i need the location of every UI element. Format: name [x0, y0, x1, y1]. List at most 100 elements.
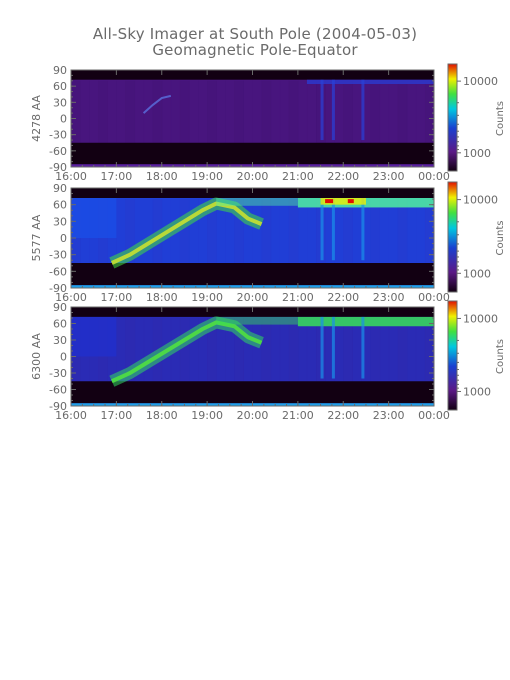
- heatmap-texture: [234, 318, 244, 382]
- heatmap-texture: [361, 318, 371, 382]
- heatmap-texture: [270, 318, 281, 382]
- heatmap-texture: [207, 318, 217, 382]
- x-tick-label: 17:00: [101, 170, 133, 183]
- heatmap-texture: [424, 199, 435, 263]
- heatmap-texture: [352, 318, 362, 382]
- heatmap-texture: [225, 199, 235, 263]
- heatmap-texture: [334, 199, 344, 263]
- heatmap-texture: [270, 80, 281, 143]
- heatmap-texture: [198, 80, 208, 143]
- x-tick-label: 18:00: [146, 409, 178, 422]
- heatmap-texture: [188, 80, 199, 143]
- upper-band: [306, 79, 434, 85]
- heatmap-texture: [388, 318, 399, 382]
- heatmap-texture: [116, 318, 126, 382]
- heatmap-texture: [279, 80, 290, 143]
- x-tick-label: 16:00: [55, 291, 87, 304]
- y-tick-label: -90: [49, 282, 67, 295]
- bright-patch: [320, 198, 366, 205]
- heatmap-texture: [134, 80, 145, 143]
- title-line-2: Geomagnetic Pole-Equator: [152, 41, 358, 59]
- spike-3: [361, 198, 365, 261]
- heatmap-texture: [98, 80, 108, 143]
- y-tick-label: -30: [49, 129, 67, 142]
- x-tick-label: 20:00: [237, 170, 269, 183]
- heatmap-texture: [243, 80, 253, 143]
- y-axis-label: 4278 AA: [30, 95, 43, 142]
- heatmap-texture: [198, 199, 208, 263]
- red-patch: [347, 199, 354, 204]
- heatmap-texture: [397, 199, 408, 263]
- colorbar-tick-label: 1000: [463, 147, 491, 160]
- heatmap-texture: [179, 318, 190, 382]
- x-tick-label: 19:00: [191, 291, 223, 304]
- heatmap-texture: [152, 80, 163, 143]
- heatmap-texture: [143, 318, 154, 382]
- heatmap-texture: [207, 199, 217, 263]
- y-tick-label: 30: [53, 96, 67, 109]
- heatmap-texture: [288, 199, 299, 263]
- x-tick-label: 21:00: [282, 291, 314, 304]
- heatmap-texture: [198, 318, 208, 382]
- heatmap-texture: [188, 199, 199, 263]
- heatmap-texture: [388, 80, 399, 143]
- heatmap-texture: [406, 199, 417, 263]
- heatmap-texture: [225, 318, 235, 382]
- early-region: [71, 316, 117, 357]
- heatmap-texture: [306, 80, 317, 143]
- heatmap-texture: [379, 80, 390, 143]
- y-tick-label: -30: [49, 249, 67, 262]
- y-tick-label: 90: [53, 64, 67, 77]
- heatmap-texture: [207, 80, 217, 143]
- x-tick-label: 22:00: [327, 291, 359, 304]
- x-tick-label: 19:00: [191, 409, 223, 422]
- colorbar-frame: [447, 181, 458, 293]
- colorbar-tick-label: 10000: [463, 312, 498, 325]
- heatmap-texture: [334, 80, 344, 143]
- bottom-dark-band: [71, 263, 434, 286]
- heatmap-texture: [252, 318, 263, 382]
- y-tick-label: -30: [49, 367, 67, 380]
- heatmap-texture: [415, 318, 426, 382]
- colorbar-label: Counts: [495, 101, 506, 136]
- y-tick-label: 60: [53, 80, 67, 93]
- heatmap-texture: [216, 80, 226, 143]
- heatmap-texture: [397, 318, 408, 382]
- heatmap-texture: [243, 199, 253, 263]
- heatmap-texture: [243, 318, 253, 382]
- heatmap-texture: [297, 80, 308, 143]
- x-tick-label: 20:00: [237, 291, 269, 304]
- heatmap-texture: [89, 80, 99, 143]
- auroral-arc-core: [111, 201, 263, 265]
- bottom-dark-band: [71, 381, 434, 404]
- heatmap-texture: [143, 80, 154, 143]
- spike-1: [320, 79, 324, 141]
- heatmap-texture: [343, 80, 353, 143]
- x-tick-label: 17:00: [101, 409, 133, 422]
- y-tick-label: 90: [53, 182, 67, 195]
- y-tick-label: -90: [49, 400, 67, 413]
- y-axis-label: 6300 AA: [30, 333, 43, 380]
- colorbar-label: Counts: [495, 339, 506, 374]
- colorbar-frame: [447, 63, 458, 172]
- colorbar-tick-label: 10000: [463, 194, 498, 207]
- colorbar: [448, 301, 457, 410]
- heatmap-texture: [261, 199, 272, 263]
- colorbar-tick-label: 1000: [463, 267, 491, 280]
- heatmap-texture: [415, 199, 426, 263]
- heatmap-texture: [325, 199, 335, 263]
- colorbar: [448, 182, 457, 292]
- colorbar-frame: [447, 300, 458, 411]
- spike-2: [331, 79, 335, 141]
- y-tick-label: -60: [49, 384, 67, 397]
- x-tick-label: 17:00: [101, 291, 133, 304]
- heatmap-texture: [143, 199, 154, 263]
- y-tick-label: 0: [60, 232, 67, 245]
- heatmap-texture: [352, 199, 362, 263]
- heatmap-texture: [179, 199, 190, 263]
- heatmap-texture: [306, 318, 317, 382]
- heatmap-texture: [216, 199, 226, 263]
- heatmap-texture: [80, 80, 90, 143]
- heatmap-texture: [370, 199, 381, 263]
